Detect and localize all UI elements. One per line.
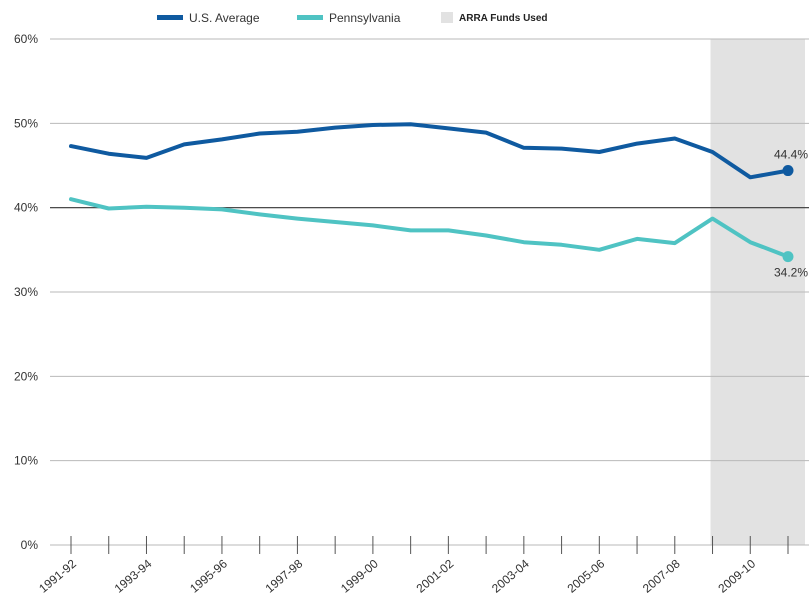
- x-tick-label: 2005-06: [565, 556, 608, 595]
- y-tick-label: 30%: [14, 285, 38, 299]
- x-tick-label: 1991-92: [36, 556, 79, 595]
- x-tick-label: 2007-08: [640, 556, 683, 595]
- y-tick-label: 20%: [14, 369, 38, 383]
- legend-label-arra: ARRA Funds Used: [459, 13, 548, 24]
- x-tick-label: 1997-98: [263, 556, 306, 595]
- series-line-pennsylvania: [69, 197, 790, 259]
- end-point-u-s-average: [782, 165, 794, 177]
- x-tick-label: 1993-94: [112, 556, 155, 595]
- y-tick-label: 60%: [14, 32, 38, 46]
- x-tick-label: 2001-02: [414, 556, 457, 595]
- y-tick-label: 10%: [14, 454, 38, 468]
- legend-label-pennsylvania: Pennsylvania: [329, 11, 401, 25]
- legend-swatch-pennsylvania: [297, 15, 323, 20]
- legend: U.S. Average Pennsylvania ARRA Funds Use…: [157, 11, 548, 25]
- series-line-u-s-average: [69, 122, 790, 180]
- x-tick-label: 1995-96: [187, 556, 230, 595]
- end-value-label-pennsylvania: 34.2%: [774, 266, 808, 280]
- y-tick-label: 0%: [21, 538, 39, 552]
- legend-swatch-us-average: [157, 15, 183, 20]
- x-tick-label: 2003-04: [489, 556, 532, 595]
- y-tick-label: 50%: [14, 116, 38, 130]
- x-tick-label: 2009-10: [715, 556, 758, 595]
- legend-label-us-average: U.S. Average: [189, 11, 260, 25]
- y-tick-label: 40%: [14, 201, 38, 215]
- grid-layer: 0% 10% 20% 30% 40% 50% 60%: [14, 32, 809, 552]
- end-value-label-u-s-average: 44.4%: [774, 148, 808, 162]
- end-point-pennsylvania: [782, 251, 794, 263]
- series-layer: 44.4% 34.2%: [69, 122, 808, 280]
- x-tick-label: 1999-00: [338, 556, 381, 595]
- legend-swatch-arra: [441, 12, 453, 23]
